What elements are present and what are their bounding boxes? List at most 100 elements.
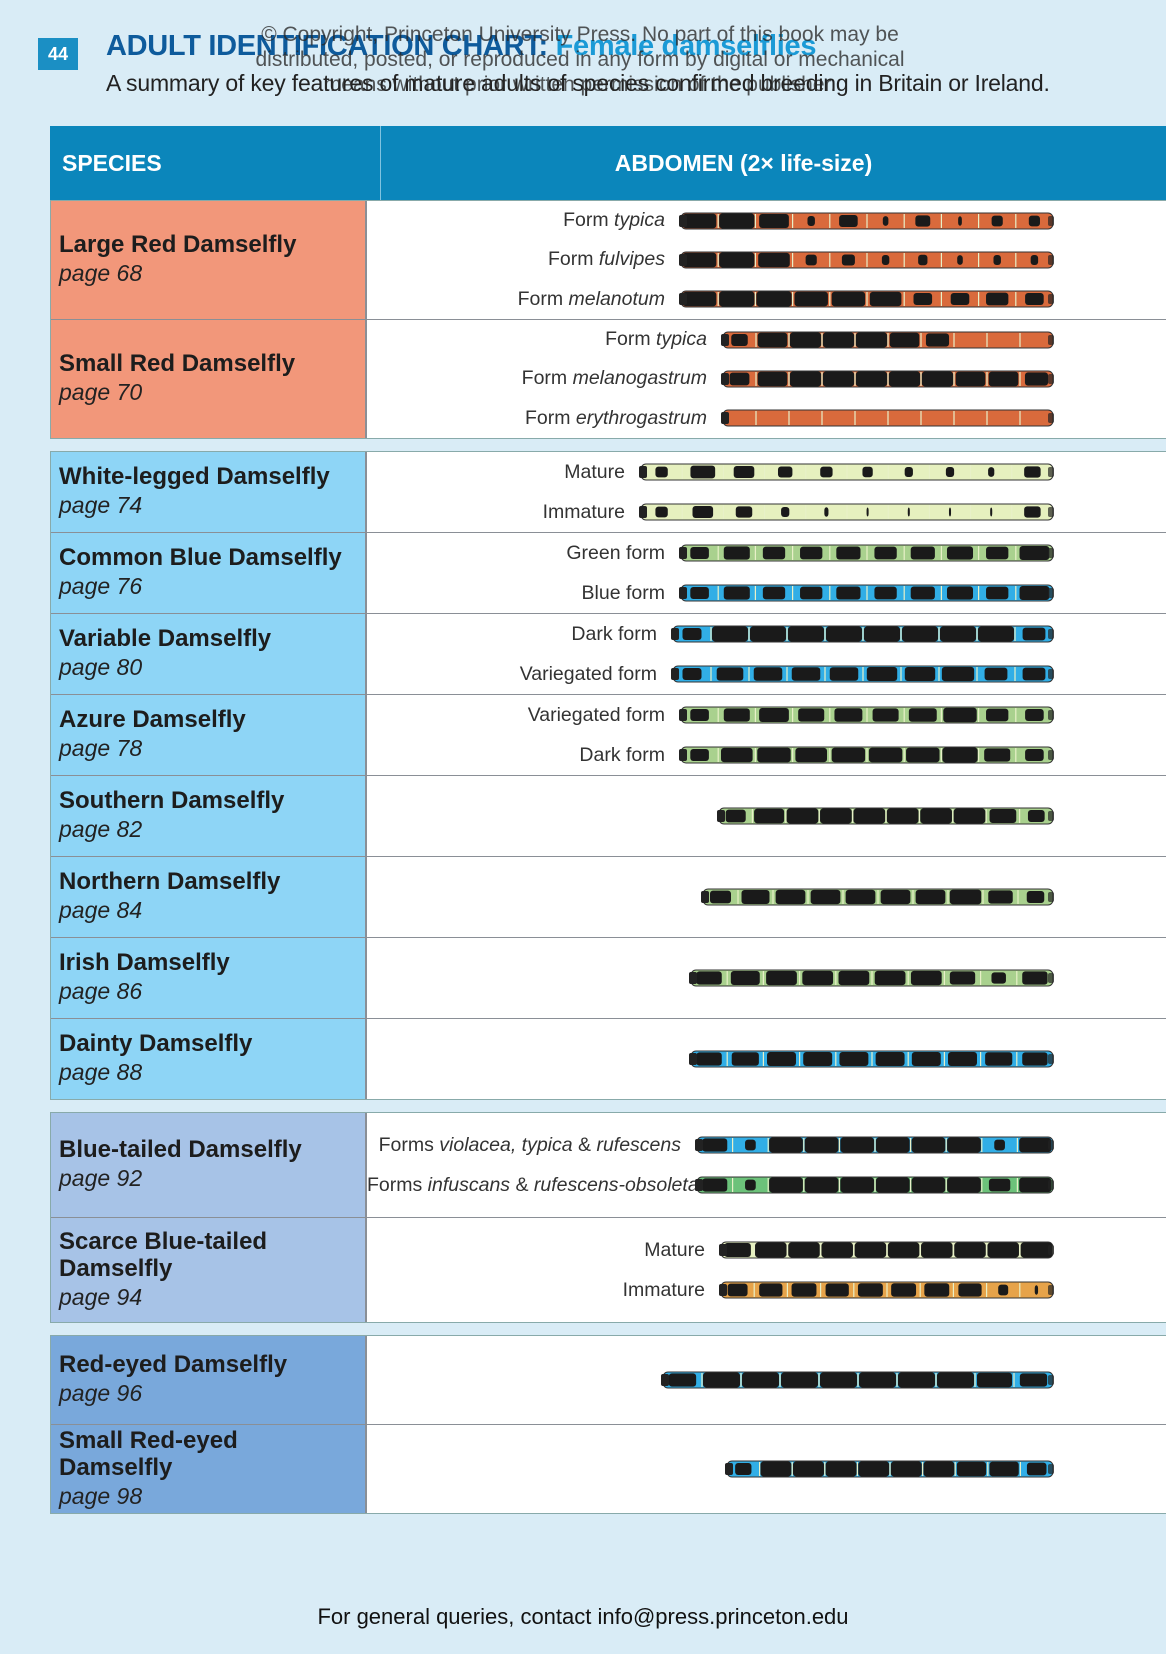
species-name: Red-eyed Damselfly	[59, 1351, 288, 1378]
abdomen-drawing	[719, 1281, 1054, 1299]
form-line: Form fulvipes	[367, 240, 1166, 279]
form-label-text: Form	[563, 209, 615, 232]
identification-chart: SPECIES ABDOMEN (2× life-size) Large Red…	[50, 126, 1166, 1514]
species-row: Dainty Damselfly page 88	[51, 1018, 1166, 1099]
species-cell: White-legged Damselfly page 74	[51, 452, 367, 532]
abdomen-forms-cell	[367, 857, 1166, 937]
form-label: Form melanogastrum	[367, 367, 719, 390]
form-line	[367, 1360, 1166, 1400]
form-line: Form erythrogastrum	[367, 399, 1166, 438]
page-title: ADULT IDENTIFICATION CHART: Female damse…	[106, 30, 817, 63]
species-row: White-legged Damselfly page 74 Mature Immat…	[51, 452, 1166, 532]
abdomen-illustration	[695, 1176, 1054, 1194]
form-line: Green form	[367, 533, 1166, 573]
form-line: Forms violacea, typica & rufescens	[367, 1125, 1166, 1165]
abdomen-drawing	[679, 544, 1054, 562]
species-name: Scarce Blue-tailed Damselfly	[59, 1227, 268, 1282]
abdomen-forms-cell: Mature Immature	[367, 452, 1166, 532]
species-cell: Scarce Blue-tailed Damselfly page 94	[51, 1218, 367, 1322]
abdomen-illustration	[639, 463, 1054, 481]
form-label: Mature	[367, 1239, 717, 1262]
species-row: Blue-tailed Damselfly page 92 Forms violac…	[51, 1113, 1166, 1217]
abdomen-illustration	[689, 969, 1054, 987]
form-label-text: Form	[521, 367, 573, 390]
species-row: Northern Damselfly page 84	[51, 856, 1166, 937]
form-label: Form typica	[367, 328, 719, 351]
form-line: Variegated form	[367, 654, 1166, 694]
abdomen-illustration	[679, 544, 1054, 562]
form-label-joiner: &	[510, 1173, 534, 1196]
species-page-ref: page 86	[59, 978, 143, 1004]
abdomen-drawing	[689, 1050, 1054, 1068]
form-line	[367, 958, 1166, 998]
species-row: Small Red Damselfly page 70 Form typica For…	[51, 319, 1166, 438]
species-name: Northern Damselfly	[59, 868, 281, 895]
form-label-italic: typica	[614, 209, 665, 232]
abdomen-illustration	[721, 409, 1054, 427]
abdomen-drawing	[679, 706, 1054, 724]
form-label-text: Variegated form	[519, 662, 657, 685]
abdomen-illustration	[671, 665, 1054, 683]
form-label-text: Immature	[622, 1278, 705, 1301]
species-name: Dainty Damselfly	[59, 1030, 253, 1057]
abdomen-drawing	[679, 746, 1054, 764]
species-name: Irish Damselfly	[59, 949, 230, 976]
species-page-ref: page 94	[59, 1283, 143, 1310]
footer-contact: For general queries, contact info@press.…	[317, 1604, 849, 1629]
page-number: 44	[38, 38, 78, 70]
species-name: Small Red Damselfly	[59, 350, 296, 377]
form-line: Immature	[367, 1270, 1166, 1310]
species-group: Red-eyed Damselfly page 96 Small Red-eyed …	[50, 1335, 1166, 1514]
abdomen-drawing	[719, 1241, 1054, 1259]
species-page-ref: page 80	[59, 654, 143, 680]
form-label-italic: violacea, typica	[439, 1133, 573, 1156]
form-line: Blue form	[367, 573, 1166, 613]
form-label-text: Immature	[542, 500, 625, 523]
form-label-italic: melanogastrum	[572, 367, 707, 390]
form-label-italic: erythrogastrum	[575, 406, 707, 429]
form-label-text: Dark form	[571, 622, 657, 645]
abdomen-drawing	[679, 251, 1054, 269]
abdomen-forms-cell: Green form Blue form	[367, 533, 1166, 613]
form-label: Immature	[367, 1279, 717, 1302]
title-highlight: Female damselflies	[555, 30, 817, 62]
form-label: Variegated form	[367, 704, 677, 727]
abdomen-illustration	[679, 212, 1054, 230]
form-label-text: Mature	[644, 1238, 705, 1261]
species-row: Common Blue Damselfly page 76 Green form Bl…	[51, 532, 1166, 613]
form-label-italic: infuscans	[427, 1173, 511, 1196]
form-label-text: Dark form	[579, 743, 665, 766]
species-cell: Azure Damselfly page 78	[51, 695, 367, 775]
abdomen-forms-cell: Form typica Form melanogastrum Form erythr…	[367, 320, 1166, 438]
form-line	[367, 796, 1166, 836]
species-cell: Blue-tailed Damselfly page 92	[51, 1113, 367, 1217]
form-label: Forms violacea, typica & rufescens	[367, 1134, 693, 1157]
abdomen-illustration	[721, 370, 1054, 388]
abdomen-illustration	[717, 807, 1054, 825]
abdomen-forms-cell: Form typica Form fulvipes Form melanotum	[367, 201, 1166, 319]
form-label-text: Form	[605, 328, 657, 351]
abdomen-drawing	[695, 1136, 1054, 1154]
species-cell: Northern Damselfly page 84	[51, 857, 367, 937]
abdomen-drawing	[639, 463, 1054, 481]
abdomen-forms-cell: Dark form Variegated form	[367, 614, 1166, 694]
species-cell: Irish Damselfly page 86	[51, 938, 367, 1018]
form-line: Forms infuscans & rufescens-obsoleta	[367, 1165, 1166, 1205]
species-row: Azure Damselfly page 78 Variegated form Dar…	[51, 694, 1166, 775]
abdomen-illustration	[679, 290, 1054, 308]
form-line	[367, 1449, 1166, 1489]
species-name: Small Red-eyed Damselfly	[59, 1426, 238, 1481]
form-label: Immature	[367, 501, 637, 524]
species-page-ref: page 88	[59, 1059, 143, 1085]
form-label-text: Form	[547, 248, 599, 271]
abdomen-forms-cell	[367, 776, 1166, 856]
species-row: Southern Damselfly page 82	[51, 775, 1166, 856]
species-page-ref: page 68	[59, 260, 143, 286]
form-line: Form melanogastrum	[367, 359, 1166, 398]
species-name: Common Blue Damselfly	[59, 544, 342, 571]
species-page-ref: page 78	[59, 735, 143, 761]
header-abdomen: ABDOMEN (2× life-size)	[614, 149, 873, 176]
abdomen-illustration	[719, 1281, 1054, 1299]
abdomen-forms-cell	[367, 1425, 1166, 1513]
species-row: Variable Damselfly page 80 Dark form Varieg…	[51, 613, 1166, 694]
